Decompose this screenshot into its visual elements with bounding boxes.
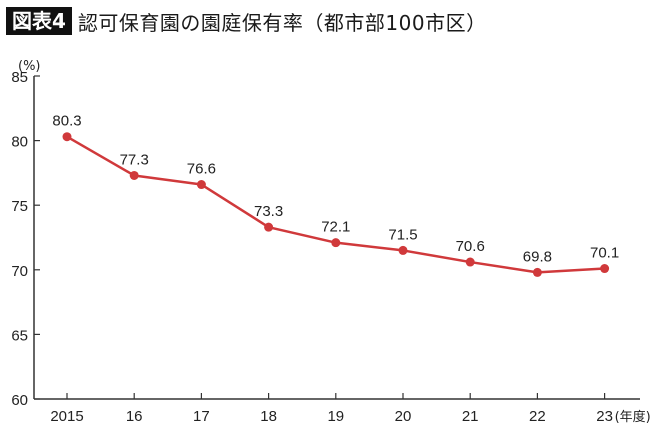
y-tick-label: 60 — [11, 392, 28, 409]
y-tick-label: 70 — [11, 263, 28, 280]
x-axis: 2015 16 17 18 19 20 21 22 23 (年度) — [34, 393, 651, 425]
y-tick-label: 75 — [11, 198, 28, 215]
y-axis-unit: (%) — [18, 59, 41, 74]
data-label: 80.3 — [52, 113, 81, 130]
data-label: 76.6 — [187, 161, 216, 178]
chart-title: 認可保育園の園庭保有率（都市部100市区） — [77, 10, 487, 35]
data-series: 80.3 77.3 76.6 73.3 72.1 71.5 70.6 69.8 70.1 — [52, 113, 619, 277]
y-tick-label: 80 — [11, 134, 28, 151]
data-point — [331, 238, 341, 248]
x-tick-label: 2015 — [50, 408, 83, 425]
chart-title-row: 図表4 認可保育園の園庭保有率（都市部100市区） — [6, 6, 487, 36]
data-label: 71.5 — [388, 226, 417, 243]
data-label: 77.3 — [120, 151, 149, 168]
x-tick-label: 18 — [260, 408, 277, 425]
data-point — [264, 222, 274, 232]
data-point — [129, 170, 139, 180]
x-tick-label: 20 — [395, 408, 412, 425]
data-label: 73.3 — [254, 203, 283, 220]
x-axis-unit: (年度) — [615, 409, 651, 425]
data-point — [62, 132, 72, 142]
y-tick-label: 65 — [11, 327, 28, 344]
x-tick-label: 19 — [327, 408, 344, 425]
data-point — [600, 264, 610, 274]
x-tick-label: 23 — [596, 408, 613, 425]
y-tick-label: 85 — [11, 69, 28, 86]
data-point — [398, 245, 408, 255]
data-point — [532, 267, 542, 277]
figure-label: 図表4 — [6, 7, 72, 35]
data-label: 70.1 — [590, 245, 619, 262]
data-point — [465, 257, 475, 267]
x-tick-label: 16 — [126, 408, 143, 425]
x-tick-label: 21 — [462, 408, 479, 425]
x-tick-label: 17 — [193, 408, 210, 425]
y-axis: 85 80 75 70 65 60 — [11, 69, 40, 409]
x-tick-label: 22 — [529, 408, 546, 425]
data-label: 72.1 — [321, 219, 350, 236]
data-label: 70.6 — [456, 238, 485, 255]
data-label: 69.8 — [523, 248, 552, 265]
data-point — [196, 180, 206, 190]
